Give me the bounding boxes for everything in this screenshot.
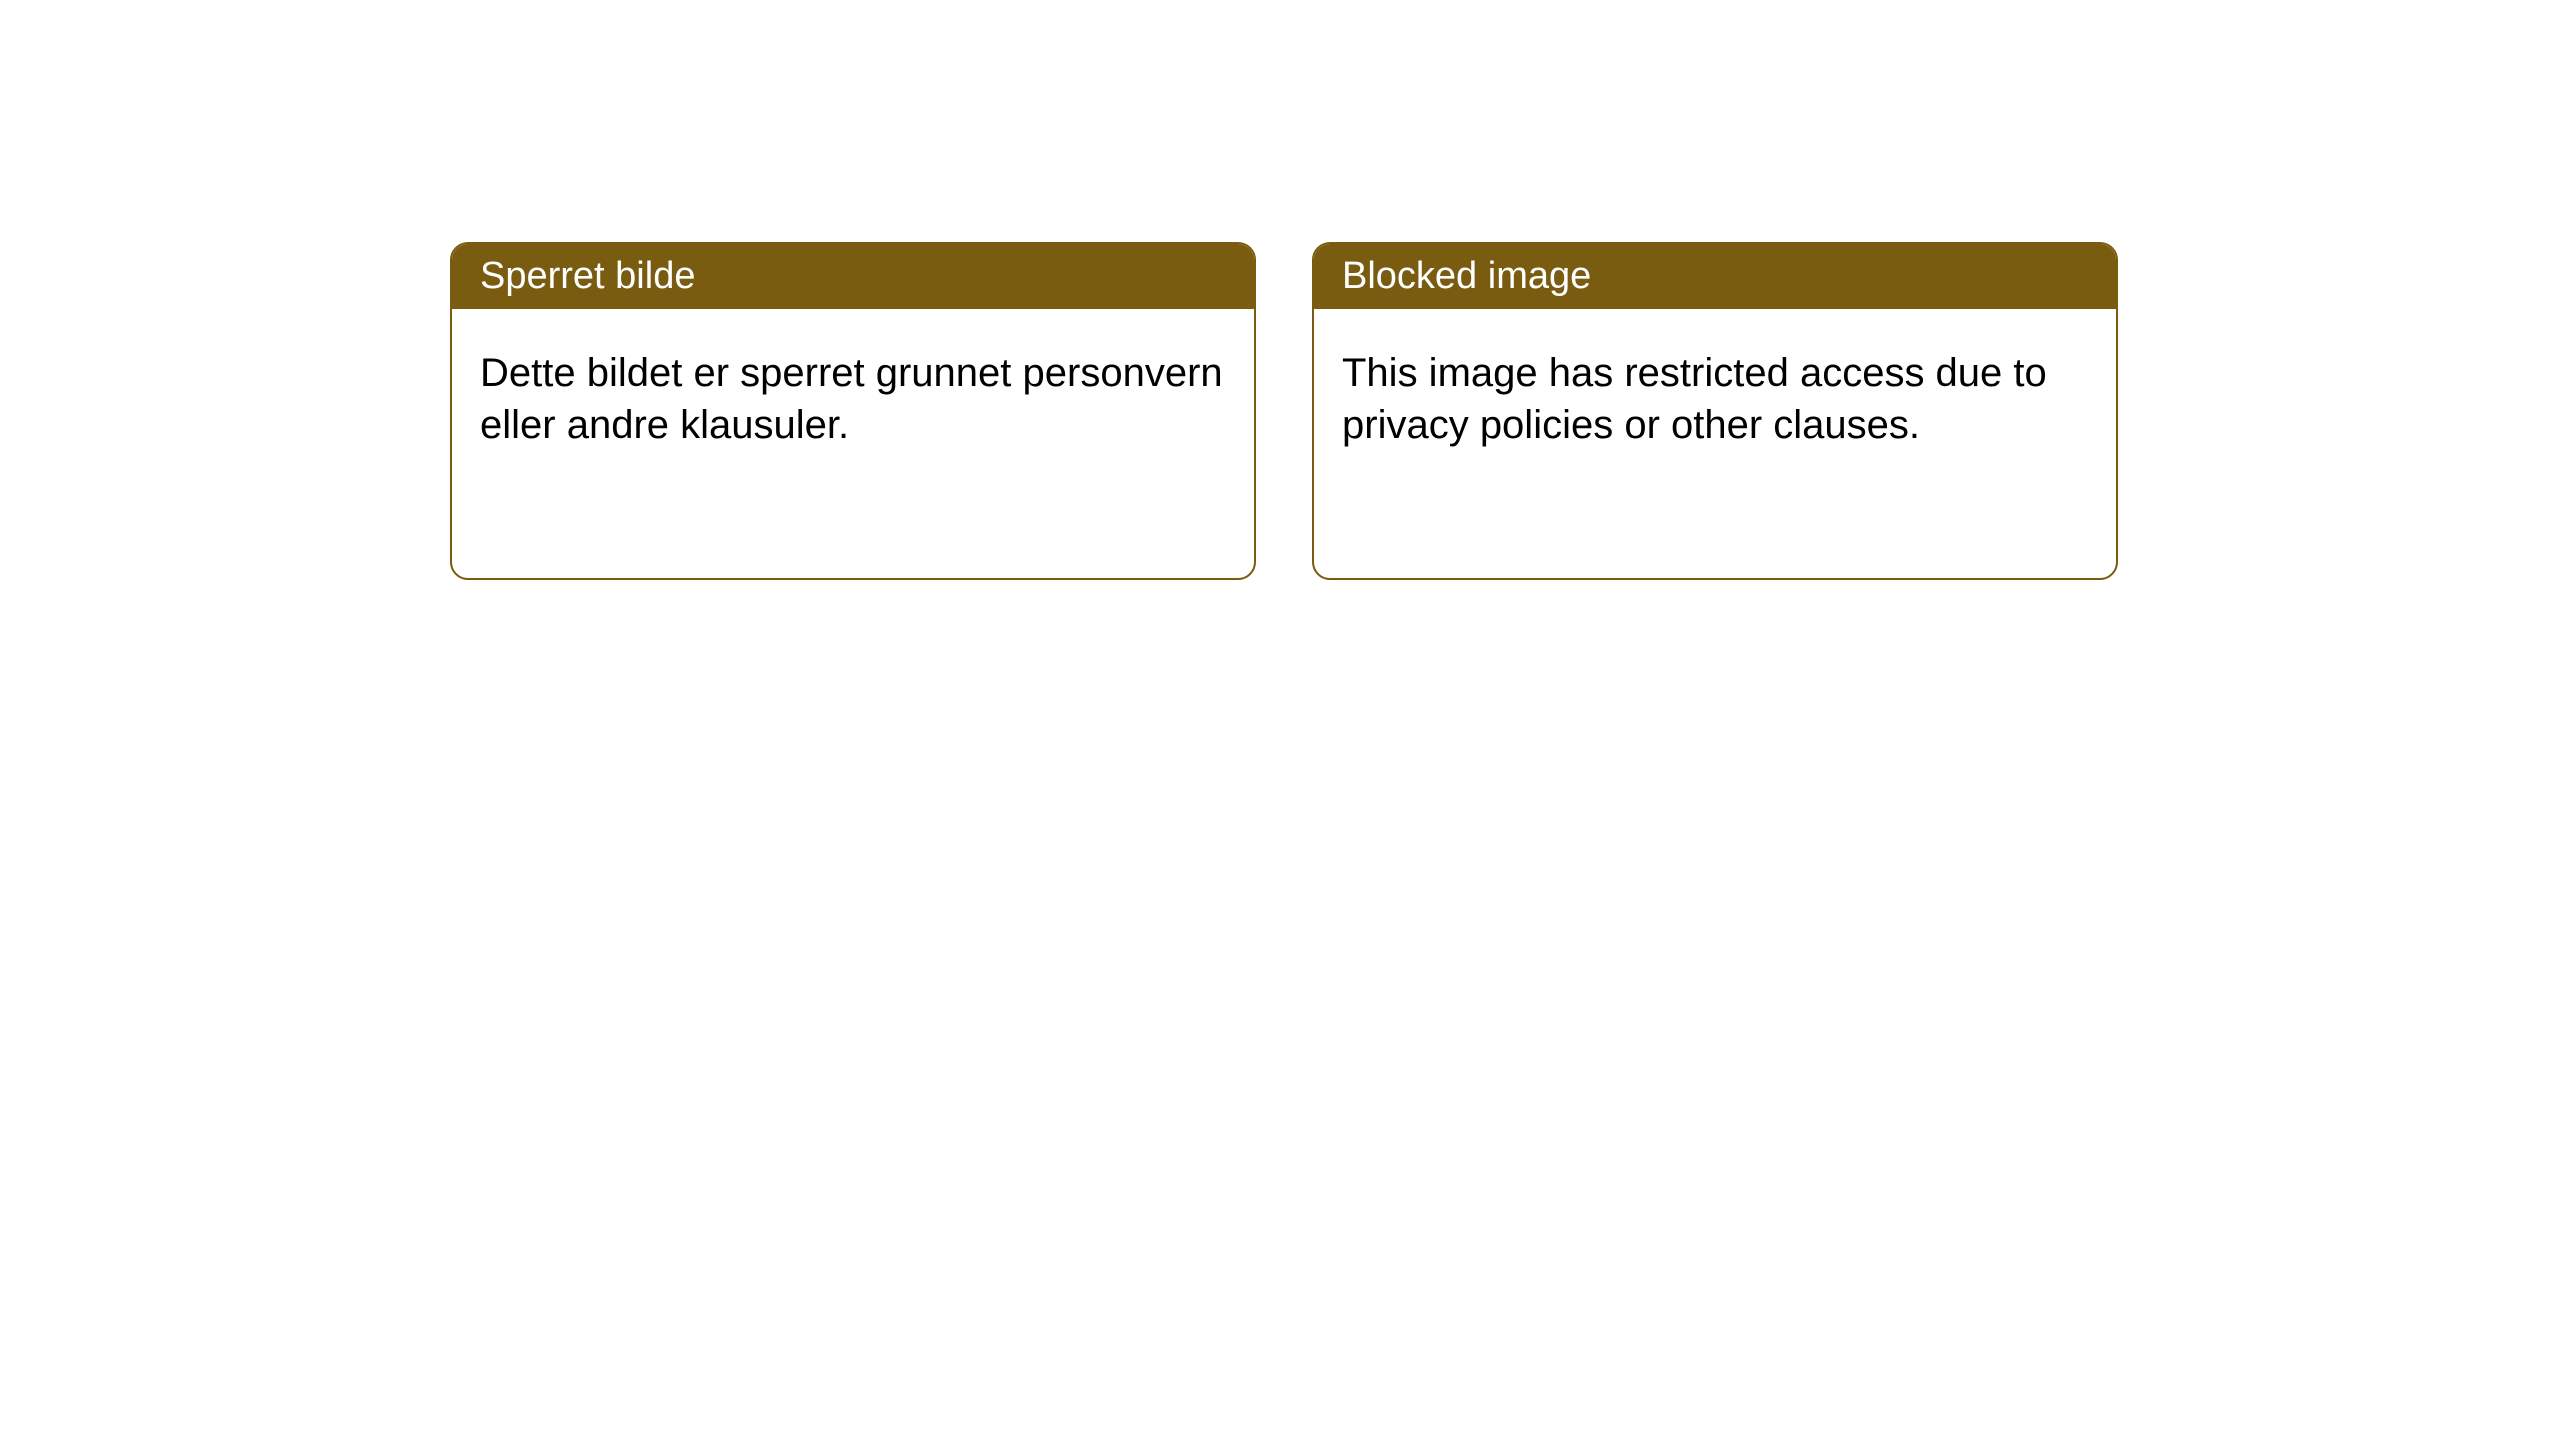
notice-title: Sperret bilde: [480, 255, 695, 297]
notice-header: Blocked image: [1314, 244, 2116, 309]
notice-body-text: Dette bildet er sperret grunnet personve…: [480, 351, 1223, 447]
notice-title: Blocked image: [1342, 255, 1591, 297]
notice-card-norwegian: Sperret bilde Dette bildet er sperret gr…: [450, 242, 1256, 580]
notice-container: Sperret bilde Dette bildet er sperret gr…: [450, 242, 2118, 580]
notice-card-english: Blocked image This image has restricted …: [1312, 242, 2118, 580]
notice-body: Dette bildet er sperret grunnet personve…: [452, 309, 1254, 489]
notice-body: This image has restricted access due to …: [1314, 309, 2116, 489]
notice-body-text: This image has restricted access due to …: [1342, 351, 2047, 447]
notice-header: Sperret bilde: [452, 244, 1254, 309]
